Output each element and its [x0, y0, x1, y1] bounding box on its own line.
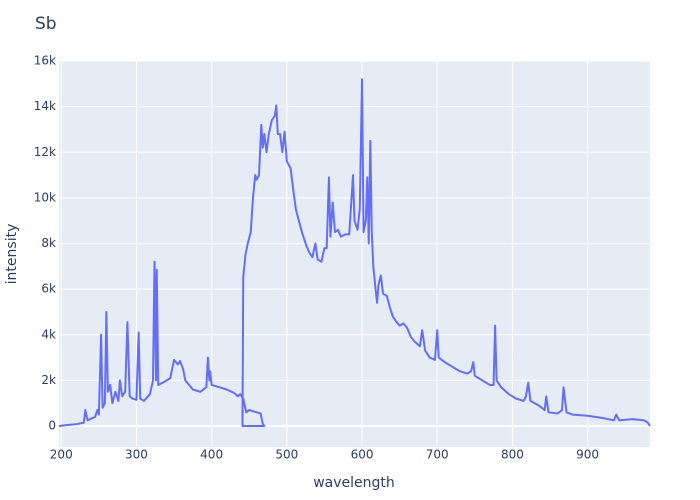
data-line — [58, 78, 651, 428]
y-tick-label: 16k — [34, 54, 56, 68]
x-tick-label: 800 — [501, 448, 524, 462]
y-tick-label: 12k — [34, 145, 56, 159]
y-tick-label: 14k — [34, 99, 56, 113]
x-tick-label: 700 — [426, 448, 449, 462]
y-tick-label: 4k — [41, 327, 56, 341]
x-tick-label: 400 — [200, 448, 223, 462]
x-tick-label: 300 — [125, 448, 148, 462]
x-axis-title: wavelength — [313, 475, 395, 491]
y-tick-label: 8k — [41, 236, 56, 250]
x-tick-label: 200 — [50, 448, 73, 462]
x-tick-label: 900 — [576, 448, 599, 462]
plot-area — [59, 61, 650, 447]
y-tick-label: 0 — [48, 419, 56, 433]
y-tick-label: 10k — [34, 190, 56, 204]
y-tick-label: 6k — [41, 282, 56, 296]
x-tick-label: 600 — [351, 448, 374, 462]
chart-title: Sb — [35, 14, 57, 34]
y-tick-label: 2k — [41, 373, 56, 387]
y-axis-title: intensity — [4, 224, 20, 285]
x-tick-label: 500 — [275, 448, 298, 462]
